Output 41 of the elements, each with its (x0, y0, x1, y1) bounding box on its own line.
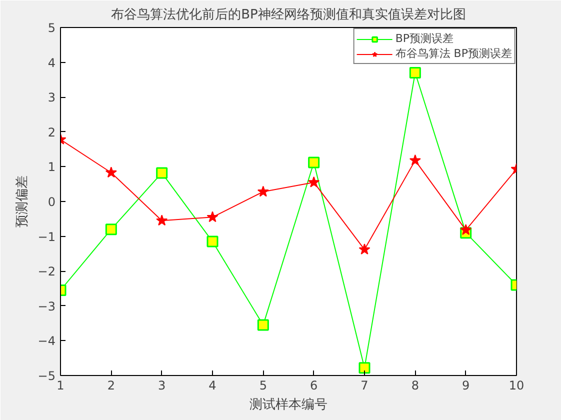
x-tick-label: 10 (508, 378, 524, 392)
y-tick-label: −3 (38, 299, 56, 314)
y-tick-label: −1 (38, 230, 56, 244)
x-tick-label: 9 (462, 378, 470, 392)
x-tick-label: 7 (360, 378, 368, 392)
y-tick-label: 3 (48, 90, 56, 105)
point (105, 166, 117, 178)
y-tick-label: 5 (48, 21, 56, 35)
y-tick-label: 0 (48, 195, 56, 209)
y-tick-label: −4 (38, 334, 56, 348)
chart-title: 布谷鸟算法优化前后的BP神经网络预测值和真实值误差对比图 (111, 8, 466, 22)
point (156, 214, 168, 226)
y-axis-title: 预测偏差 (14, 176, 30, 228)
point (358, 244, 370, 254)
x-tick-label: 5 (259, 378, 267, 392)
point (308, 176, 320, 188)
legend-label: 布谷鸟算法 BP预测误差 (395, 46, 512, 61)
point (308, 156, 320, 168)
y-tick-label: 1 (48, 160, 56, 174)
y-tick-label: −2 (38, 264, 56, 279)
y-tick-label: −5 (38, 369, 56, 383)
point (409, 154, 421, 166)
x-tick-label: 4 (208, 378, 216, 392)
x-tick-label: 6 (310, 378, 318, 392)
point (460, 224, 472, 235)
point (206, 211, 218, 222)
point (105, 224, 117, 236)
point (409, 66, 421, 78)
x-tick-label: 1 (56, 378, 64, 392)
legend-label: BP预测误差 (395, 31, 454, 46)
point (257, 319, 269, 331)
point (358, 362, 370, 374)
x-tick-label: 8 (411, 378, 419, 392)
point (257, 186, 269, 197)
y-tick-label: 2 (48, 125, 56, 140)
x-axis-title: 测试样本编号 (250, 398, 328, 412)
y-tick-label: 4 (48, 56, 56, 70)
x-tick-label: 2 (107, 378, 115, 392)
x-tick-label: 3 (158, 378, 166, 392)
point (156, 167, 168, 179)
point (206, 236, 218, 248)
